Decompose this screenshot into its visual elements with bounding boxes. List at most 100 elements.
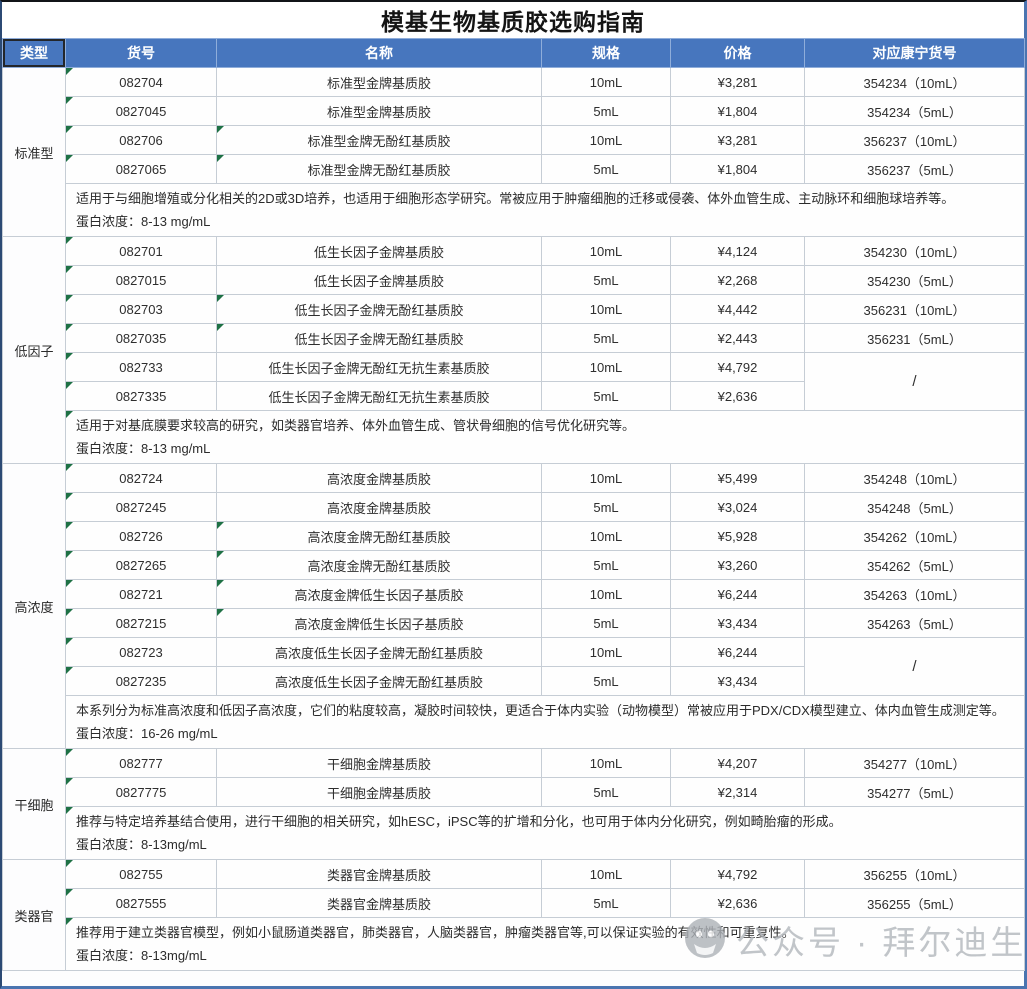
sku-cell[interactable]: 082755	[65, 859, 217, 889]
price-cell[interactable]: ¥3,281	[670, 67, 805, 97]
spec-cell[interactable]: 5mL	[541, 608, 671, 638]
spec-cell[interactable]: 5mL	[541, 550, 671, 580]
corning-cell[interactable]: 354230（5mL）	[804, 265, 1025, 295]
price-cell[interactable]: ¥2,268	[670, 265, 805, 295]
name-cell[interactable]: 标准型金牌无酚红基质胶	[216, 154, 542, 184]
description-cell[interactable]: 本系列分为标准高浓度和低因子高浓度，它们的粘度较高，凝胶时间较快，更适合于体内实…	[65, 695, 1025, 749]
sku-cell[interactable]: 082724	[65, 463, 217, 493]
spec-cell[interactable]: 5mL	[541, 265, 671, 295]
price-cell[interactable]: ¥4,124	[670, 236, 805, 266]
spec-cell[interactable]: 10mL	[541, 521, 671, 551]
sku-cell[interactable]: 0827265	[65, 550, 217, 580]
sku-cell[interactable]: 0827235	[65, 666, 217, 696]
spec-cell[interactable]: 5mL	[541, 154, 671, 184]
corning-cell[interactable]: 356231（10mL）	[804, 294, 1025, 324]
sku-cell[interactable]: 0827035	[65, 323, 217, 353]
price-cell[interactable]: ¥4,792	[670, 859, 805, 889]
corning-cell[interactable]: 356237（5mL）	[804, 154, 1025, 184]
spec-cell[interactable]: 5mL	[541, 381, 671, 411]
price-cell[interactable]: ¥2,636	[670, 381, 805, 411]
corning-cell[interactable]: 356255（5mL）	[804, 888, 1025, 918]
name-cell[interactable]: 标准型金牌基质胶	[216, 96, 542, 126]
sku-cell[interactable]: 082703	[65, 294, 217, 324]
price-cell[interactable]: ¥3,260	[670, 550, 805, 580]
price-cell[interactable]: ¥3,281	[670, 125, 805, 155]
name-cell[interactable]: 低生长因子金牌无酚红基质胶	[216, 294, 542, 324]
corning-cell[interactable]: 354263（10mL）	[804, 579, 1025, 609]
name-cell[interactable]: 高浓度金牌低生长因子基质胶	[216, 579, 542, 609]
type-cell[interactable]: 标准型	[2, 67, 66, 237]
corning-cell[interactable]: 354277（5mL）	[804, 777, 1025, 807]
description-cell[interactable]: 推荐用于建立类器官模型，例如小鼠肠道类器官，肺类器官，人脑类器官，肿瘤类器官等,…	[65, 917, 1025, 971]
sku-cell[interactable]: 082704	[65, 67, 217, 97]
price-cell[interactable]: ¥4,442	[670, 294, 805, 324]
corning-cell[interactable]: 354248（10mL）	[804, 463, 1025, 493]
price-cell[interactable]: ¥3,434	[670, 666, 805, 696]
price-cell[interactable]: ¥2,636	[670, 888, 805, 918]
corning-cell[interactable]: 354234（10mL）	[804, 67, 1025, 97]
price-cell[interactable]: ¥6,244	[670, 637, 805, 667]
price-cell[interactable]: ¥1,804	[670, 96, 805, 126]
column-header-sku[interactable]: 货号	[65, 38, 217, 68]
sku-cell[interactable]: 0827335	[65, 381, 217, 411]
price-cell[interactable]: ¥1,804	[670, 154, 805, 184]
name-cell[interactable]: 低生长因子金牌无酚红基质胶	[216, 323, 542, 353]
corning-cell[interactable]: 354234（5mL）	[804, 96, 1025, 126]
column-header-type[interactable]: 类型	[2, 38, 66, 68]
name-cell[interactable]: 高浓度金牌无酚红基质胶	[216, 550, 542, 580]
corning-cell[interactable]: 354230（10mL）	[804, 236, 1025, 266]
sku-cell[interactable]: 0827065	[65, 154, 217, 184]
spec-cell[interactable]: 10mL	[541, 352, 671, 382]
spec-cell[interactable]: 5mL	[541, 666, 671, 696]
price-cell[interactable]: ¥3,434	[670, 608, 805, 638]
price-cell[interactable]: ¥3,024	[670, 492, 805, 522]
type-cell[interactable]: 低因子	[2, 236, 66, 464]
spec-cell[interactable]: 10mL	[541, 67, 671, 97]
name-cell[interactable]: 高浓度金牌基质胶	[216, 463, 542, 493]
sku-cell[interactable]: 0827045	[65, 96, 217, 126]
name-cell[interactable]: 类器官金牌基质胶	[216, 888, 542, 918]
spec-cell[interactable]: 10mL	[541, 125, 671, 155]
corning-cell[interactable]: 356231（5mL）	[804, 323, 1025, 353]
column-header-price[interactable]: 价格	[670, 38, 805, 68]
sku-cell[interactable]: 0827775	[65, 777, 217, 807]
sku-cell[interactable]: 082723	[65, 637, 217, 667]
price-cell[interactable]: ¥4,792	[670, 352, 805, 382]
name-cell[interactable]: 高浓度低生长因子金牌无酚红基质胶	[216, 637, 542, 667]
spec-cell[interactable]: 5mL	[541, 323, 671, 353]
corning-cell[interactable]: /	[804, 637, 1025, 696]
corning-cell[interactable]: /	[804, 352, 1025, 411]
spec-cell[interactable]: 10mL	[541, 748, 671, 778]
name-cell[interactable]: 干细胞金牌基质胶	[216, 748, 542, 778]
spec-cell[interactable]: 5mL	[541, 492, 671, 522]
name-cell[interactable]: 低生长因子金牌无酚红无抗生素基质胶	[216, 352, 542, 382]
corning-cell[interactable]: 354263（5mL）	[804, 608, 1025, 638]
sku-cell[interactable]: 082726	[65, 521, 217, 551]
corning-cell[interactable]: 354262（5mL）	[804, 550, 1025, 580]
sku-cell[interactable]: 0827555	[65, 888, 217, 918]
name-cell[interactable]: 高浓度金牌无酚红基质胶	[216, 521, 542, 551]
sku-cell[interactable]: 0827245	[65, 492, 217, 522]
type-cell[interactable]: 类器官	[2, 859, 66, 971]
spec-cell[interactable]: 10mL	[541, 294, 671, 324]
sku-cell[interactable]: 082721	[65, 579, 217, 609]
corning-cell[interactable]: 356255（10mL）	[804, 859, 1025, 889]
column-header-corning[interactable]: 对应康宁货号	[804, 38, 1025, 68]
name-cell[interactable]: 低生长因子金牌无酚红无抗生素基质胶	[216, 381, 542, 411]
corning-cell[interactable]: 354262（10mL）	[804, 521, 1025, 551]
sku-cell[interactable]: 082777	[65, 748, 217, 778]
spec-cell[interactable]: 10mL	[541, 463, 671, 493]
spec-cell[interactable]: 10mL	[541, 579, 671, 609]
sku-cell[interactable]: 0827015	[65, 265, 217, 295]
type-cell[interactable]: 高浓度	[2, 463, 66, 749]
spec-cell[interactable]: 5mL	[541, 888, 671, 918]
description-cell[interactable]: 适用于对基底膜要求较高的研究，如类器官培养、体外血管生成、管状骨细胞的信号优化研…	[65, 410, 1025, 464]
name-cell[interactable]: 高浓度金牌基质胶	[216, 492, 542, 522]
corning-cell[interactable]: 354248（5mL）	[804, 492, 1025, 522]
name-cell[interactable]: 干细胞金牌基质胶	[216, 777, 542, 807]
sku-cell[interactable]: 0827215	[65, 608, 217, 638]
column-header-name[interactable]: 名称	[216, 38, 542, 68]
spec-cell[interactable]: 5mL	[541, 96, 671, 126]
name-cell[interactable]: 类器官金牌基质胶	[216, 859, 542, 889]
spec-cell[interactable]: 5mL	[541, 777, 671, 807]
